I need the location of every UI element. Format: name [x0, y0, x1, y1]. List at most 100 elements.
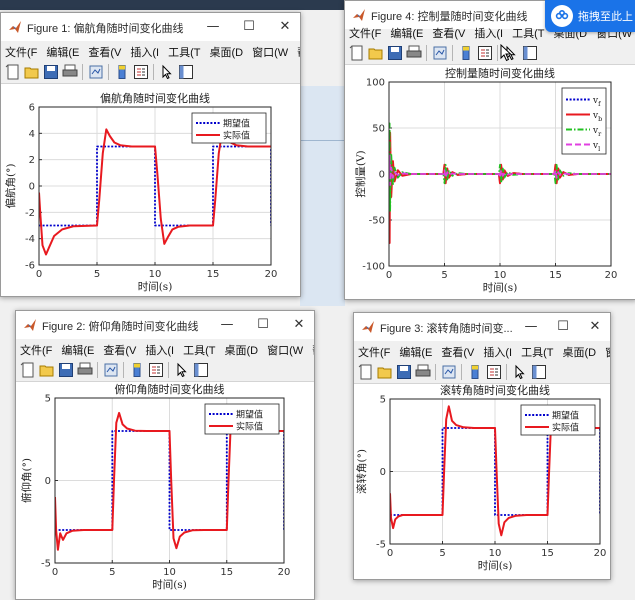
property-editor-icon[interactable] [531, 364, 547, 380]
menu-item[interactable]: 编辑(E [390, 28, 424, 40]
menu-item[interactable]: 桌面(D [209, 47, 244, 59]
new-file-icon[interactable] [5, 64, 21, 80]
close-button[interactable]: ✕ [589, 319, 601, 334]
figure-canvas: 滚转角随时间变化曲线 0 5 10 15 20 -5 0 5 时间(s) 滚转角(°) 期望值 实际值 [354, 384, 610, 579]
menu-item[interactable]: 桌面(D [224, 345, 259, 357]
menu-item[interactable]: 插入(I [474, 28, 504, 40]
x-tick-label: 0 [52, 567, 58, 578]
maximize-button[interactable]: ☐ [257, 317, 269, 332]
toolbar [345, 42, 635, 65]
menu-item[interactable]: 工具(T [168, 47, 201, 59]
menu-bar: 文件(F 编辑(E 查看(V 插入(I 工具(T 桌面(D 窗口(W 帮助(H [1, 42, 300, 60]
new-file-icon[interactable] [358, 364, 374, 380]
title-bar[interactable]: Figure 2: 俯仰角随时间变化曲线 — ☐ ✕ [16, 311, 314, 339]
save-icon[interactable] [387, 45, 403, 61]
link-plot-icon[interactable] [103, 362, 119, 378]
toolbar-separator [108, 64, 109, 80]
menu-item[interactable]: 工具(T [521, 347, 554, 359]
menu-item[interactable]: 帮助(H [293, 42, 300, 60]
legend-box [520, 404, 596, 436]
menu-item[interactable]: 插入(I [483, 347, 513, 359]
figure-window-roll[interactable]: Figure 3: 滚转角随时间变... — ☐ ✕ 文件(F 编辑(E 查看(V 插… [353, 312, 611, 580]
menu-item[interactable]: 桌面(D [562, 347, 597, 359]
save-icon[interactable] [43, 64, 59, 80]
title-bar[interactable]: Figure 3: 滚转角随时间变... — ☐ ✕ [354, 313, 610, 341]
open-folder-icon[interactable] [39, 362, 55, 378]
colorbar-icon[interactable] [467, 364, 483, 380]
menu-item[interactable]: 文件(F [5, 47, 38, 59]
toolbar-separator [461, 364, 462, 380]
pointer-icon[interactable] [174, 362, 190, 378]
menu-item[interactable]: 查看(V [432, 28, 466, 40]
legend-icon[interactable] [148, 362, 164, 378]
close-button[interactable]: ✕ [279, 19, 291, 34]
menu-item[interactable]: 编辑(E [399, 347, 433, 359]
menu-item[interactable]: 窗口(W [267, 345, 304, 357]
menu-item[interactable]: 编辑(E [46, 47, 80, 59]
menu-item[interactable]: 文件(F [349, 28, 382, 40]
menu-item[interactable]: 插入(I [145, 345, 175, 357]
open-folder-icon[interactable] [377, 364, 393, 380]
legend-icon[interactable] [133, 64, 149, 80]
save-icon[interactable] [58, 362, 74, 378]
print-icon[interactable] [77, 362, 93, 378]
maximize-button[interactable]: ☐ [557, 319, 569, 334]
legend-icon[interactable] [477, 45, 493, 61]
new-file-icon[interactable] [20, 362, 36, 378]
legend-icon[interactable] [486, 364, 502, 380]
x-axis-label: 时间(s) [478, 559, 513, 572]
axes-box [388, 81, 612, 267]
maximize-button[interactable]: ☐ [243, 19, 255, 34]
link-plot-icon[interactable] [88, 64, 104, 80]
toolbar-separator [435, 364, 436, 380]
new-file-icon[interactable] [349, 45, 365, 61]
window-title: Figure 4: 控制量随时间变化曲线 [371, 11, 528, 23]
menu-item[interactable]: 窗口(W [252, 47, 289, 59]
minimize-button[interactable]: — [524, 319, 538, 334]
series-line-vl [389, 154, 611, 186]
minimize-button[interactable]: — [206, 19, 220, 34]
legend-label: 实际值 [552, 422, 579, 434]
figure-window-control[interactable]: Figure 4: 控制量随时间变化曲线 文件(F 编辑(E 查看(V 插入(I 工具(… [344, 0, 635, 300]
legend-label-name: v [592, 111, 599, 121]
title-bar[interactable]: Figure 1: 偏航角随时间变化曲线 — ☐ ✕ [1, 13, 300, 41]
link-plot-icon[interactable] [432, 45, 448, 61]
minimize-button[interactable]: — [220, 317, 234, 332]
x-tick-label: 20 [594, 548, 607, 559]
menu-item[interactable]: 插入(I [130, 47, 160, 59]
drag-drop-badge[interactable]: 拖拽至此上 [545, 0, 635, 32]
menu-item[interactable]: 工具(T [512, 28, 545, 40]
menu-item[interactable]: 帮助(H [308, 340, 314, 358]
window-title: Figure 1: 偏航角随时间变化曲线 [27, 23, 184, 35]
property-editor-icon[interactable] [193, 362, 209, 378]
print-icon[interactable] [62, 64, 78, 80]
menu-item[interactable]: 查看(V [88, 47, 122, 59]
figure-canvas: 俯仰角随时间变化曲线 0 5 10 15 20 -5 0 5 时间(s) 俯仰角(°) 期望值 实际值 [16, 382, 314, 599]
save-icon[interactable] [396, 364, 412, 380]
menu-item[interactable]: 查看(V [441, 347, 475, 359]
menu-item[interactable]: 编辑(E [61, 345, 95, 357]
menu-item[interactable]: 工具(T [183, 345, 216, 357]
legend-label-name: 实际值 [552, 422, 579, 434]
menu-item[interactable]: 文件(F [358, 347, 391, 359]
figure-window-yaw[interactable]: Figure 1: 偏航角随时间变化曲线 — ☐ ✕ 文件(F 编辑(E 查看(V 插… [0, 12, 301, 297]
menu-item[interactable]: 文件(F [20, 345, 53, 357]
menu-item[interactable]: 窗口(W [601, 342, 610, 360]
print-icon[interactable] [415, 364, 431, 380]
open-folder-icon[interactable] [24, 64, 40, 80]
menu-item[interactable]: 查看(V [103, 345, 137, 357]
property-editor-icon[interactable] [178, 64, 194, 80]
pointer-icon[interactable] [159, 64, 175, 80]
figure-window-pitch[interactable]: Figure 2: 俯仰角随时间变化曲线 — ☐ ✕ 文件(F 编辑(E 查看(V 插… [15, 310, 315, 600]
chart-title: 滚转角随时间变化曲线 [440, 384, 550, 397]
property-editor-icon[interactable] [522, 45, 538, 61]
pointer-icon[interactable] [512, 364, 528, 380]
close-button[interactable]: ✕ [293, 317, 305, 332]
print-icon[interactable] [406, 45, 422, 61]
colorbar-icon[interactable] [114, 64, 130, 80]
colorbar-icon[interactable] [458, 45, 474, 61]
link-plot-icon[interactable] [441, 364, 457, 380]
colorbar-icon[interactable] [129, 362, 145, 378]
open-folder-icon[interactable] [368, 45, 384, 61]
